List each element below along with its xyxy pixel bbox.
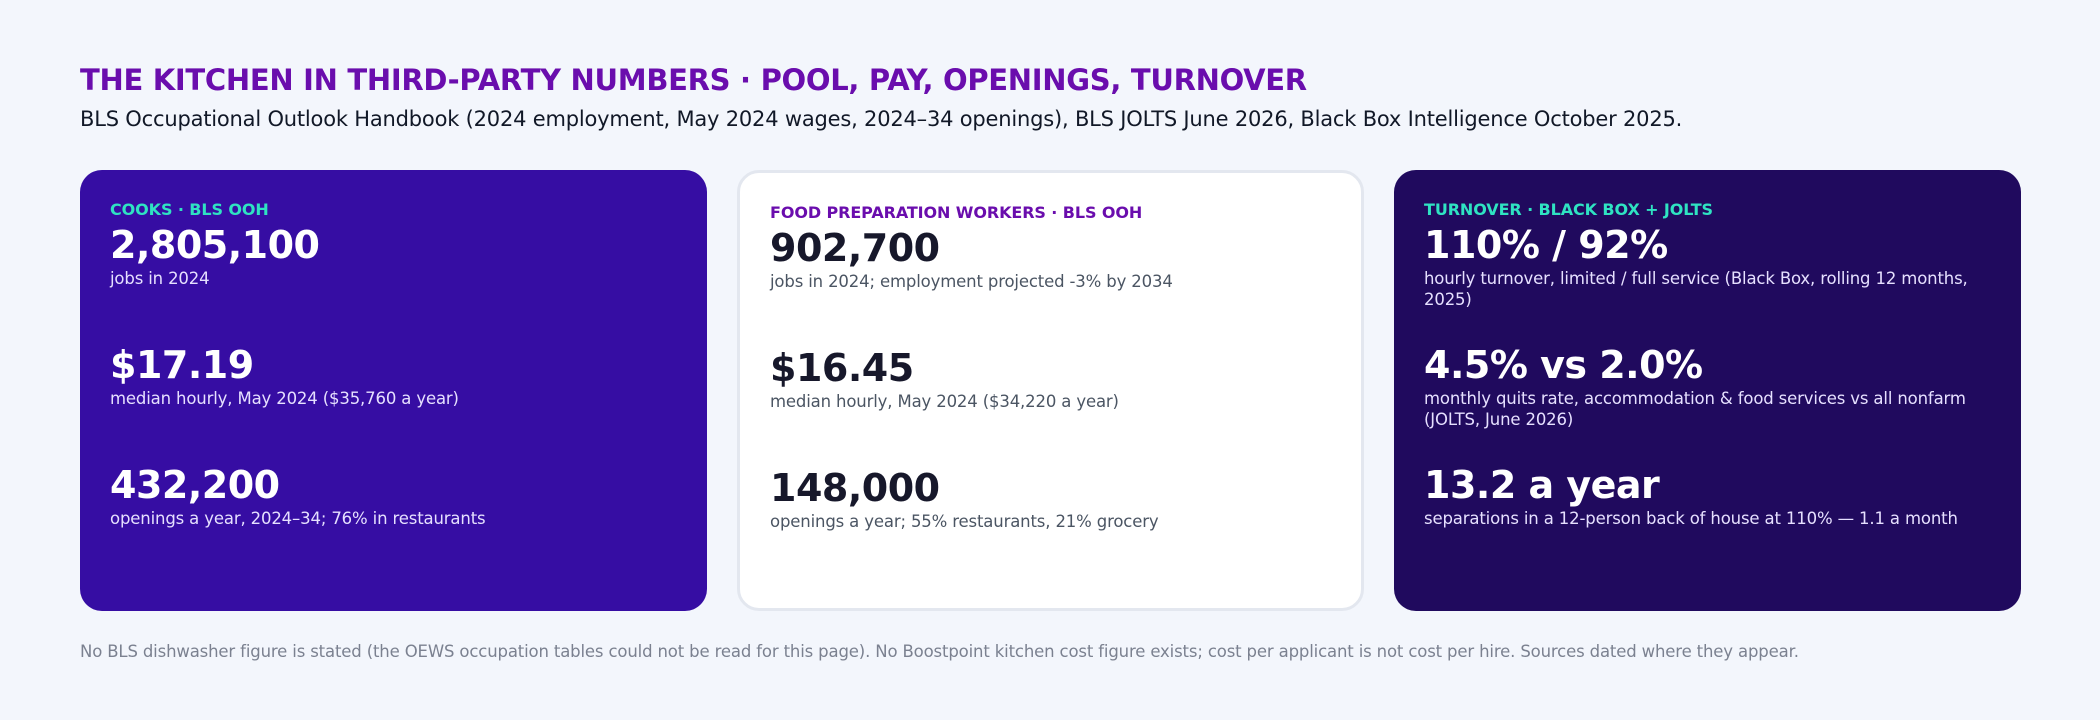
stat-block: 2,805,100 jobs in 2024 [110,222,677,342]
stat-block: 4.5% vs 2.0% monthly quits rate, accommo… [1424,342,1991,462]
footnote: No BLS dishwasher figure is stated (the … [80,642,1799,661]
stat-value: 432,200 [110,463,280,507]
page-title: THE KITCHEN IN THIRD-PARTY NUMBERS · POO… [80,63,1307,97]
stat-block: 902,700 jobs in 2024; employment project… [770,225,1331,345]
stat-cards: COOKS · BLS OOH 2,805,100 jobs in 2024 $… [80,170,2021,611]
stat-value: 2,805,100 [110,223,320,267]
stat-block: 432,200 openings a year, 2024–34; 76% in… [110,462,677,582]
page-subtitle: BLS Occupational Outlook Handbook (2024 … [80,107,1683,131]
card-label: FOOD PREPARATION WORKERS · BLS OOH [770,203,1143,222]
card-turnover: TURNOVER · BLACK BOX + JOLTS 110% / 92% … [1394,170,2021,611]
stat-caption: jobs in 2024; employment projected -3% b… [770,272,1173,291]
card-cooks: COOKS · BLS OOH 2,805,100 jobs in 2024 $… [80,170,707,611]
stat-caption: hourly turnover, limited / full service … [1424,269,1968,309]
card-label: COOKS · BLS OOH [110,200,269,219]
stat-value: $17.19 [110,343,254,387]
stat-block: $17.19 median hourly, May 2024 ($35,760 … [110,342,677,462]
stat-value: $16.45 [770,346,914,390]
card-food-preparation-workers: FOOD PREPARATION WORKERS · BLS OOH 902,7… [737,170,1364,611]
stat-value: 148,000 [770,466,940,510]
stat-value: 110% / 92% [1424,223,1668,267]
stat-caption: separations in a 12-person back of house… [1424,509,1958,528]
stat-caption: median hourly, May 2024 ($34,220 a year) [770,392,1119,411]
stat-block: 148,000 openings a year; 55% restaurants… [770,465,1331,585]
stat-caption: jobs in 2024 [110,269,210,288]
stat-caption: openings a year, 2024–34; 76% in restaur… [110,509,486,528]
stat-block: $16.45 median hourly, May 2024 ($34,220 … [770,345,1331,465]
card-label: TURNOVER · BLACK BOX + JOLTS [1424,200,1713,219]
stat-block: 13.2 a year separations in a 12-person b… [1424,462,1991,582]
stat-caption: openings a year; 55% restaurants, 21% gr… [770,512,1159,531]
stat-block: 110% / 92% hourly turnover, limited / fu… [1424,222,1991,342]
stat-value: 4.5% vs 2.0% [1424,343,1703,387]
stat-value: 13.2 a year [1424,463,1660,507]
stat-caption: monthly quits rate, accommodation & food… [1424,389,1966,429]
stat-caption: median hourly, May 2024 ($35,760 a year) [110,389,459,408]
stat-value: 902,700 [770,226,940,270]
